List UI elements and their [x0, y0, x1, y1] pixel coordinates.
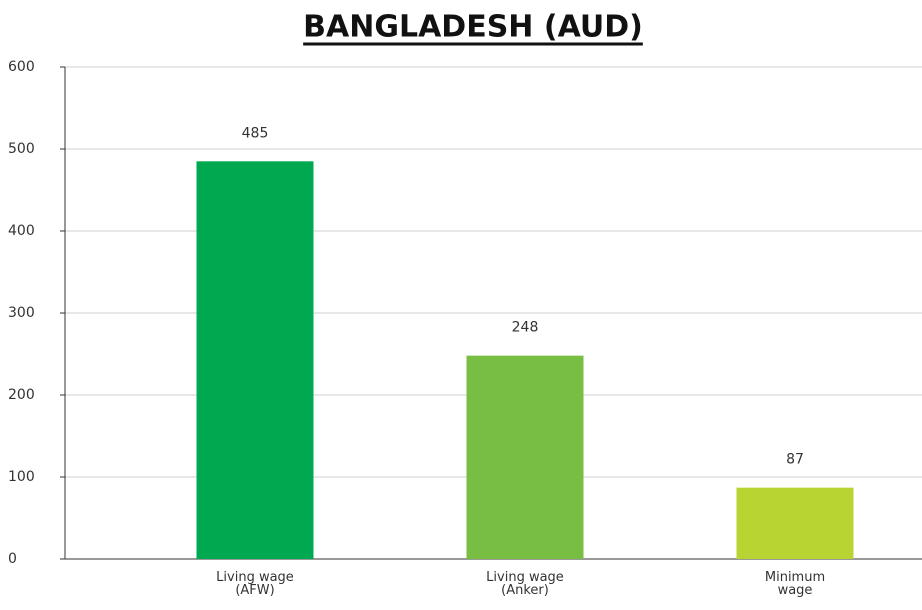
y-tick-label: 400: [8, 223, 35, 239]
x-tick-label: Living wage (AFW): [216, 570, 294, 598]
x-tick-label: Living wage (Anker): [486, 570, 564, 598]
bar: [196, 161, 314, 560]
bar: [466, 355, 584, 559]
value-label: 248: [512, 320, 539, 336]
y-tick-label: 300: [8, 305, 35, 321]
y-tick-label: 200: [8, 387, 35, 403]
y-tick-label: 600: [8, 59, 35, 75]
y-tick-label: 100: [8, 469, 35, 485]
y-tick-label: 0: [8, 551, 17, 567]
value-label: 485: [242, 125, 269, 141]
bar: [736, 487, 854, 559]
x-tick-label: Minimum wage: [764, 570, 826, 598]
value-label: 87: [786, 452, 804, 468]
title-underline: [303, 42, 643, 46]
chart-title: BANGLADESH (AUD): [303, 10, 643, 45]
y-tick-label: 500: [8, 141, 35, 157]
